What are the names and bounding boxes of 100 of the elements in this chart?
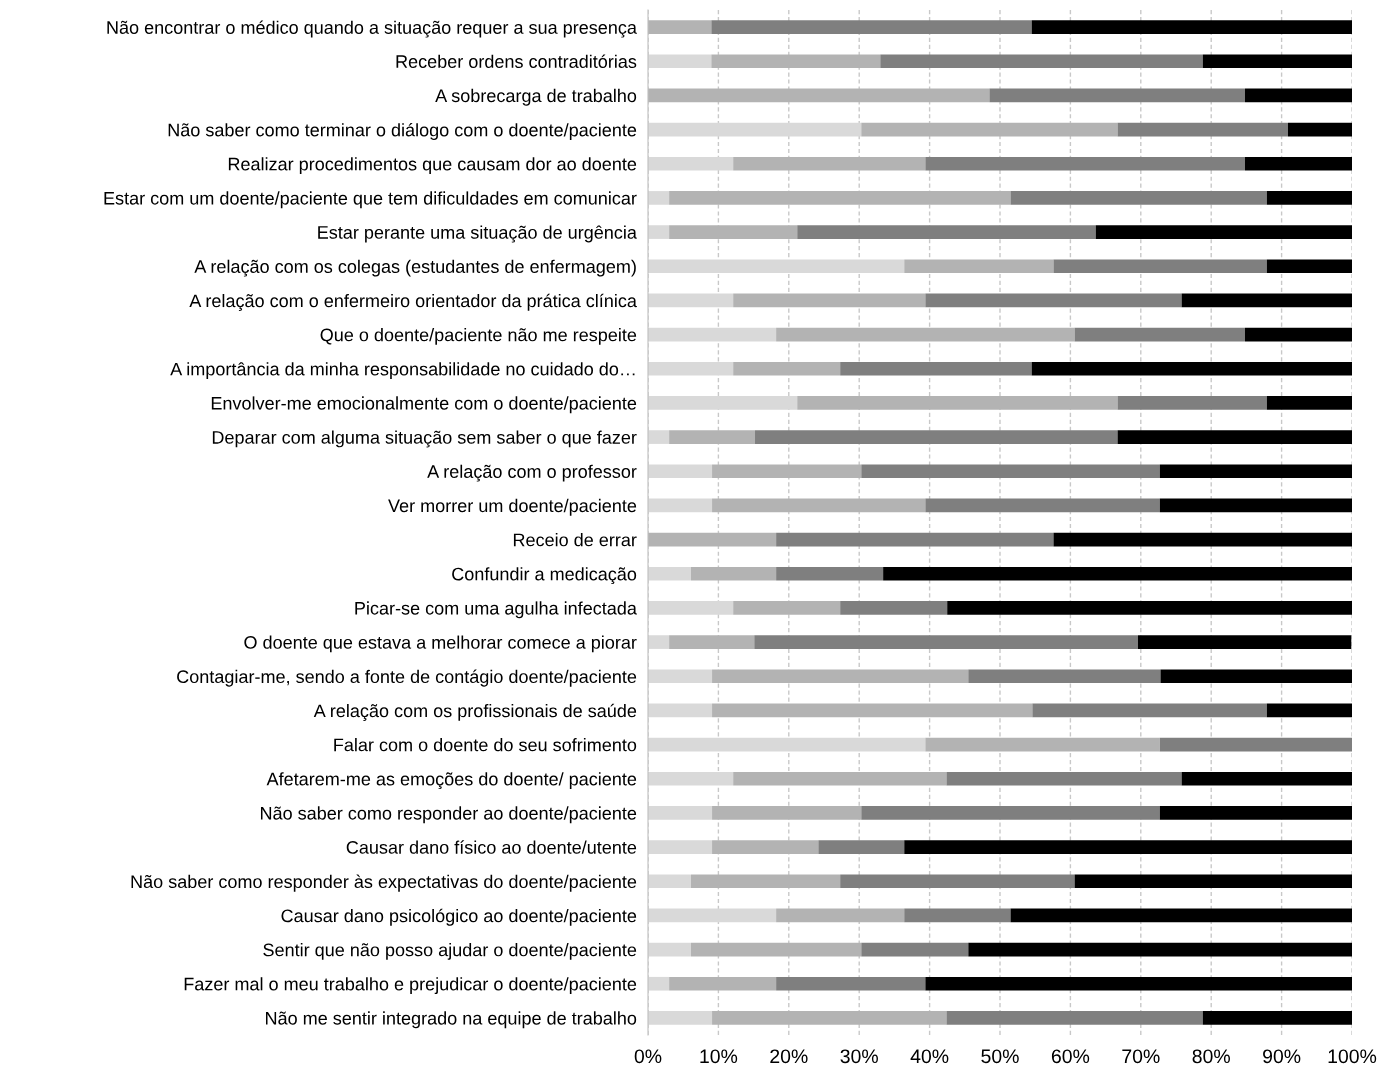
- bar: [776, 327, 1075, 342]
- bar: [648, 430, 670, 444]
- bar: [925, 156, 1245, 171]
- bar: [1244, 327, 1352, 342]
- y-tick-label: Não encontrar o médico quando a situação requer a sua presença: [107, 20, 637, 38]
- bar: [925, 293, 1182, 308]
- bar: [648, 293, 734, 308]
- bar: [776, 908, 905, 923]
- y-tick-label: Estar perante uma situação de urgência: [318, 225, 637, 243]
- bar: [648, 259, 905, 274]
- bar: [1202, 54, 1352, 69]
- bar: [648, 806, 713, 820]
- bar: [797, 396, 1118, 410]
- bar: [776, 566, 884, 581]
- bar: [648, 225, 670, 239]
- bar: [925, 976, 1352, 991]
- bar: [883, 566, 1352, 581]
- bar: [712, 806, 862, 820]
- y-tick-label: A relação com os colegas (estudantes de enfermagem): [194, 259, 636, 277]
- y-tick-label: Não saber como terminar o diálogo com o doente/paciente: [168, 122, 637, 140]
- bar: [712, 669, 969, 684]
- y-tick-label: A sobrecarga de trabalho: [435, 88, 637, 106]
- bar: [840, 361, 1032, 376]
- y-tick-label: Sentir que não posso ajudar o doente/paciente: [263, 943, 637, 960]
- bar: [648, 396, 798, 410]
- bar: [1031, 361, 1352, 376]
- bar: [1266, 396, 1352, 410]
- bar: [712, 840, 819, 854]
- bar: [648, 156, 734, 171]
- bar: [1159, 806, 1352, 820]
- bar: [733, 601, 841, 615]
- bar: [968, 942, 1352, 957]
- bar: [733, 156, 926, 171]
- bar: [648, 498, 713, 513]
- bar: [648, 566, 691, 581]
- x-tick-label: 20%: [770, 1049, 808, 1064]
- bar: [712, 1011, 947, 1025]
- y-tick-label: Não me sentir integrado na equipe de trabalho: [266, 1011, 637, 1029]
- bar: [648, 464, 713, 479]
- bar: [648, 601, 734, 615]
- x-tick-label: 100%: [1328, 1049, 1377, 1064]
- bar: [1053, 532, 1352, 547]
- bar: [1159, 737, 1352, 752]
- bar: [690, 942, 862, 957]
- bar: [754, 635, 1138, 649]
- bar: [861, 122, 1118, 137]
- bar: [1010, 908, 1352, 923]
- bar: [669, 976, 777, 991]
- bar: [648, 327, 777, 342]
- bar: [648, 840, 713, 854]
- bar: [880, 54, 1203, 69]
- x-tick-label: 40%: [910, 1049, 949, 1064]
- bar: [861, 464, 1160, 479]
- bar: [1074, 874, 1352, 889]
- bar: [712, 498, 926, 513]
- y-tick-label: A relação com os profissionais de saúde: [313, 703, 637, 721]
- y-tick-label: Receber ordens contraditórias: [396, 54, 637, 68]
- bar: [1137, 635, 1352, 649]
- bar: [648, 361, 734, 376]
- bar: [947, 601, 1352, 615]
- bar: [669, 635, 755, 649]
- bar: [840, 874, 1075, 889]
- bar: [946, 771, 1182, 786]
- y-tick-label: Realizar procedimentos que causam dor ao doente: [228, 157, 637, 175]
- bar: [1010, 191, 1267, 205]
- bar: [925, 498, 1160, 513]
- x-tick-label: 10%: [700, 1049, 738, 1064]
- y-tick-label: Que o doente/paciente não me respeite: [320, 328, 637, 345]
- bar: [669, 430, 756, 444]
- bar: [1266, 191, 1352, 205]
- y-tick-label: Envolver-me emocionalmente com o doente/paciente: [211, 396, 637, 414]
- bar: [1095, 225, 1352, 239]
- bar: [648, 908, 777, 923]
- bar: [1244, 156, 1352, 171]
- x-tick-label: 70%: [1122, 1049, 1160, 1064]
- y-tick-label: Afetarem-me as emoções do doente/ paciente: [266, 772, 637, 790]
- bar: [648, 54, 712, 69]
- bar: [648, 737, 926, 752]
- bar: [968, 669, 1161, 684]
- bar: [861, 942, 969, 957]
- bar: [1181, 771, 1352, 786]
- bar: [925, 737, 1160, 752]
- bar: [1266, 259, 1352, 274]
- bar: [648, 635, 670, 649]
- y-tick-label: Receio de errar: [513, 533, 637, 547]
- bar: [690, 874, 841, 889]
- bar: [648, 942, 691, 957]
- y-tick-label: Estar com um doente/paciente que tem dificuldades em comunicar: [104, 191, 637, 209]
- y-tick-label: O doente que estava a melhorar comece a piorar: [244, 635, 637, 653]
- bar: [755, 430, 1118, 444]
- bar: [669, 191, 1011, 205]
- bar: [1266, 703, 1352, 718]
- bar: [904, 840, 1352, 854]
- y-tick-label: Causar dano psicológico ao doente/paciente: [281, 908, 637, 926]
- y-tick-label: Causar dano físico ao doente/utente: [346, 840, 637, 854]
- y-tick-label: Deparar com alguma situação sem saber o que fazer: [212, 430, 637, 448]
- bar: [1117, 430, 1352, 444]
- bar: [669, 225, 798, 239]
- bar: [1159, 464, 1352, 479]
- bar: [989, 88, 1245, 103]
